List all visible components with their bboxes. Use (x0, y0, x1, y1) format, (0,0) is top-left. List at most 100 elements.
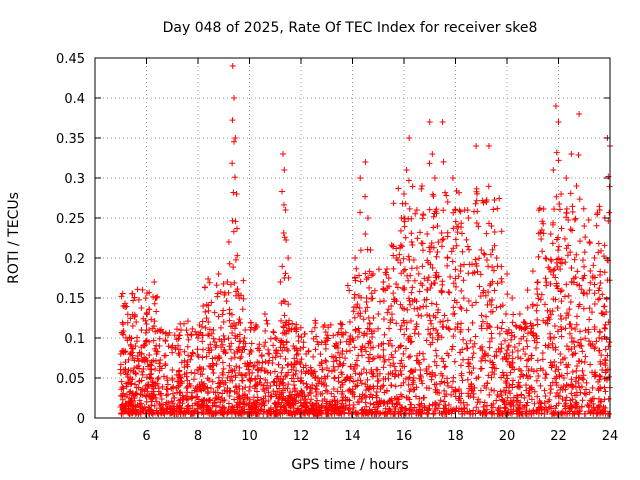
data-point-dense (505, 387, 512, 394)
data-point-dense (223, 298, 230, 305)
data-point-trail (367, 391, 374, 398)
data-point-dense (359, 343, 366, 350)
data-point (568, 151, 575, 157)
data-point-dense (338, 321, 345, 328)
data-point (220, 319, 227, 325)
data-point-trail (170, 384, 177, 391)
data-point-trail (331, 407, 338, 414)
data-point-trail (380, 315, 387, 322)
data-point-dense (491, 196, 498, 203)
data-point-dense (561, 355, 568, 361)
data-point-trail (408, 289, 415, 296)
data-point-dense (426, 313, 433, 320)
data-point-trail (408, 367, 415, 374)
data-point-trail (576, 196, 583, 203)
data-point-dense (539, 248, 546, 255)
data-point-trail (146, 352, 153, 359)
data-point-trail (547, 390, 554, 397)
data-point-dense (237, 401, 244, 408)
data-point-dense (516, 410, 523, 417)
data-point-trail (285, 394, 292, 401)
data-point-trail (177, 389, 184, 396)
x-tick-label: 14 (344, 429, 361, 444)
data-point-trail (152, 366, 159, 373)
data-point (403, 167, 410, 173)
data-point-dense (293, 321, 300, 328)
data-point-trail (150, 391, 157, 398)
data-point-trail (602, 325, 609, 332)
y-tick-label: 0.3 (64, 172, 85, 187)
data-point-trail (229, 217, 236, 224)
data-point-dense (295, 392, 302, 399)
data-point-dense (183, 373, 190, 380)
data-point-dense (579, 397, 586, 404)
data-point (516, 311, 523, 317)
data-point-trail (498, 341, 505, 348)
data-point-trail (362, 231, 369, 238)
data-point-dense (142, 295, 149, 302)
data-point-dense (248, 375, 255, 382)
data-point-dense (528, 411, 535, 417)
data-point (277, 279, 284, 285)
data-point-dense (418, 240, 425, 247)
data-point-dense (432, 372, 439, 379)
data-point-trail (380, 298, 387, 305)
data-point-trail (375, 325, 382, 332)
data-point-trail (132, 342, 139, 349)
data-point (298, 375, 304, 381)
data-point-dense (391, 363, 398, 370)
data-point-dense (415, 270, 422, 277)
data-point-trail (445, 352, 452, 359)
data-point-dense (461, 261, 468, 268)
data-point-dense (390, 290, 397, 297)
data-point-dense (596, 347, 603, 354)
data-point-dense (401, 407, 408, 414)
data-point-dense (382, 269, 389, 276)
data-point-trail (369, 370, 376, 377)
data-point-trail (440, 158, 447, 165)
data-point-dense (438, 355, 445, 362)
data-point-trail (308, 370, 315, 377)
data-point-dense (496, 195, 503, 202)
data-point-trail (119, 396, 126, 403)
data-point-dense (591, 290, 598, 297)
data-point-trail (153, 348, 160, 355)
data-point-dense (133, 384, 140, 391)
data-point-trail (374, 353, 381, 360)
data-point-trail (280, 376, 287, 383)
data-point-trail (184, 389, 191, 396)
data-point-dense (142, 392, 149, 399)
data-point-dense (558, 287, 565, 294)
data-point-dense (585, 326, 592, 333)
data-point-dense (279, 364, 286, 371)
data-point-trail (430, 244, 437, 251)
data-point-trail (308, 405, 315, 412)
data-point-dense (138, 305, 145, 312)
data-point-dense (270, 388, 277, 395)
data-point-dense (123, 303, 130, 310)
data-point-trail (482, 350, 489, 357)
data-point-dense (582, 234, 589, 241)
data-point-trail (418, 312, 425, 319)
data-point-trail (533, 339, 540, 346)
data-point-dense (360, 366, 367, 373)
data-point-dense (569, 351, 576, 358)
data-point-dense (441, 387, 448, 394)
data-point-trail (478, 365, 485, 372)
data-point-dense (469, 410, 476, 417)
data-point-dense (363, 298, 370, 305)
data-point-trail (551, 206, 558, 213)
data-point-trail (591, 274, 598, 281)
data-point-trail (533, 377, 540, 384)
data-point-trail (587, 341, 594, 348)
data-point-trail (184, 403, 191, 410)
data-point-dense (597, 279, 604, 286)
data-point-dense (403, 325, 410, 332)
data-point-dense (299, 403, 306, 410)
data-point-dense (415, 331, 422, 338)
data-point-trail (465, 390, 472, 397)
data-point-dense (321, 322, 328, 329)
data-point-dense (434, 249, 441, 256)
data-point (231, 95, 238, 101)
data-point-dense (433, 352, 440, 359)
